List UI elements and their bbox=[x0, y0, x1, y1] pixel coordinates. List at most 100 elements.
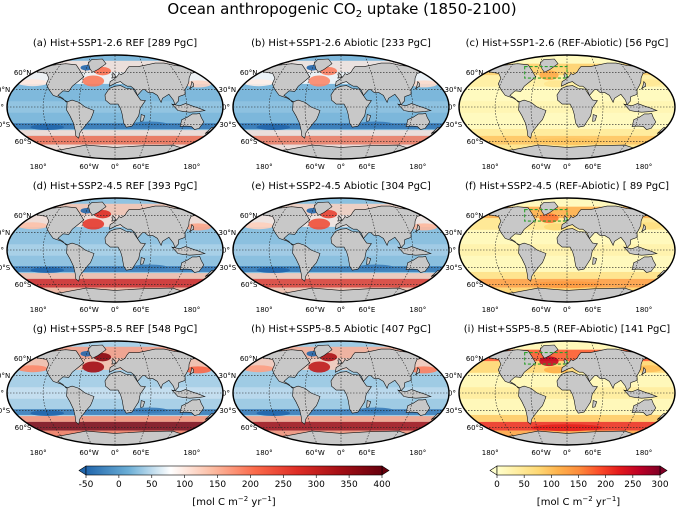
colorbar-tick-label: 350 bbox=[341, 480, 358, 490]
lat-label: 30°S bbox=[445, 264, 462, 272]
lat-label: 30°S bbox=[219, 264, 236, 272]
lat-label: 0° bbox=[222, 104, 230, 112]
lon-label: 180° bbox=[183, 306, 200, 314]
land-japan bbox=[189, 223, 195, 233]
land-madagascar bbox=[592, 257, 598, 265]
map-panel-g: (g) Hist+SSP5-8.5 REF [548 PgC] 60°N 30°N 0… bbox=[0, 324, 224, 457]
map-panel-h: (h) Hist+SSP5-8.5 Abiotic [407 PgC] 60°N 3… bbox=[219, 324, 450, 457]
lat-label: 30°S bbox=[445, 407, 462, 415]
graticule bbox=[233, 341, 449, 445]
lon-label: 60°E bbox=[584, 306, 601, 314]
lon-label: 180° bbox=[30, 449, 47, 457]
map-outline bbox=[232, 197, 450, 303]
lat-label: 0° bbox=[0, 247, 4, 255]
lon-label: 180° bbox=[409, 306, 426, 314]
lon-label: 0° bbox=[563, 306, 571, 314]
lon-label: 180° bbox=[183, 449, 200, 457]
uptake-field bbox=[233, 341, 449, 445]
graticule bbox=[7, 198, 223, 302]
panel-title: (b) Hist+SSP1-2.6 Abiotic [233 PgC] bbox=[251, 38, 431, 49]
colorbar-tick-label: 300 bbox=[308, 480, 325, 490]
graticule bbox=[459, 341, 675, 445]
land-greenland bbox=[87, 201, 107, 216]
land-southAmerica bbox=[518, 99, 547, 139]
land-northAmerica bbox=[485, 206, 536, 246]
colorbar-tick-label: 150 bbox=[570, 480, 587, 490]
lon-label: 60°E bbox=[132, 449, 149, 457]
land-northAmerica bbox=[33, 349, 84, 389]
land-japan bbox=[189, 366, 195, 376]
figure-title: Ocean anthropogenic CO2 uptake (1850-210… bbox=[167, 0, 516, 20]
colorbar-min-arrow bbox=[489, 465, 498, 476]
land-southAmerica bbox=[292, 99, 321, 139]
lat-label: 30°N bbox=[0, 86, 10, 94]
map-panel-i: (i) Hist+SSP5-8.5 (REF-Abiotic) [141 PgC… bbox=[445, 324, 676, 457]
land-indonesia bbox=[171, 389, 206, 399]
lat-label: 60°S bbox=[241, 424, 258, 432]
lat-label: 60°S bbox=[241, 281, 258, 289]
land-eurasia bbox=[561, 205, 654, 249]
land-japan bbox=[415, 223, 421, 233]
land-greenland bbox=[539, 344, 559, 359]
colorbar-tick-label: 300 bbox=[651, 480, 668, 490]
land-greenland bbox=[87, 344, 107, 359]
land-northAmerica bbox=[259, 206, 310, 246]
lon-label: 60°E bbox=[358, 163, 375, 171]
land-eurasia bbox=[109, 62, 202, 106]
land-japan bbox=[189, 80, 195, 90]
lon-label: 0° bbox=[563, 163, 571, 171]
land-eurasia bbox=[335, 348, 428, 392]
lat-label: 30°S bbox=[219, 121, 236, 129]
land-northAmerica bbox=[259, 63, 310, 103]
north-atlantic-box bbox=[524, 352, 568, 365]
land-australia bbox=[631, 399, 657, 416]
colorbar-tick-label: 200 bbox=[597, 480, 614, 490]
land-eurasia bbox=[335, 205, 428, 249]
colorbar-ref: -50 0 50 100 150 200 250 300 350 400 [mol C m−2 yr… bbox=[78, 465, 391, 507]
land-northAmerica bbox=[33, 63, 84, 103]
lat-label: 30°N bbox=[0, 229, 10, 237]
land-madagascar bbox=[366, 257, 372, 265]
north-atlantic-box bbox=[524, 66, 568, 79]
panel-title: (f) Hist+SSP2-4.5 (REF-Abiotic) [ 89 PgC… bbox=[465, 181, 669, 192]
lat-label: 30°N bbox=[445, 372, 463, 380]
lon-label: 180° bbox=[256, 163, 273, 171]
land-indonesia bbox=[623, 246, 658, 256]
lat-label: 0° bbox=[448, 390, 456, 398]
land-northAmerica bbox=[485, 349, 536, 389]
land-australia bbox=[631, 256, 657, 273]
land-australia bbox=[405, 256, 431, 273]
lat-label: 60°S bbox=[15, 424, 32, 432]
land-madagascar bbox=[140, 257, 146, 265]
lon-label: 180° bbox=[635, 449, 652, 457]
lon-label: 180° bbox=[30, 163, 47, 171]
land-southAmerica bbox=[518, 385, 547, 425]
land-indonesia bbox=[171, 246, 206, 256]
map-panel-a: (a) Hist+SSP1-2.6 REF [289 PgC] 60°N 30°N 0… bbox=[0, 38, 224, 171]
panel-title: (d) Hist+SSP2-4.5 REF [393 PgC] bbox=[33, 181, 198, 192]
map-outline bbox=[458, 340, 676, 446]
lat-label: 30°S bbox=[0, 121, 11, 129]
lat-label: 0° bbox=[222, 247, 230, 255]
lon-label: 0° bbox=[111, 163, 119, 171]
north-atlantic-box bbox=[524, 209, 568, 222]
land-japan bbox=[641, 366, 647, 376]
lat-label: 60°N bbox=[14, 355, 32, 363]
map-outline bbox=[6, 54, 224, 160]
map-panels: (a) Hist+SSP1-2.6 REF [289 PgC] 60°N 30°N 0… bbox=[0, 38, 676, 457]
graticule bbox=[459, 55, 675, 159]
land-southAmerica bbox=[518, 242, 547, 282]
lon-label: 180° bbox=[256, 306, 273, 314]
colorbar-gradient bbox=[496, 465, 661, 476]
colorbar-tick-label: -50 bbox=[79, 480, 94, 490]
colorbar-tick-label: 400 bbox=[373, 480, 390, 490]
lat-label: 30°N bbox=[445, 86, 463, 94]
lat-label: 60°N bbox=[240, 212, 258, 220]
land-southAmerica bbox=[292, 242, 321, 282]
panel-title: (h) Hist+SSP5-8.5 Abiotic [407 PgC] bbox=[251, 324, 431, 335]
lat-label: 60°N bbox=[466, 69, 484, 77]
land-madagascar bbox=[592, 400, 598, 408]
land-eurasia bbox=[335, 62, 428, 106]
land-indonesia bbox=[397, 103, 432, 113]
